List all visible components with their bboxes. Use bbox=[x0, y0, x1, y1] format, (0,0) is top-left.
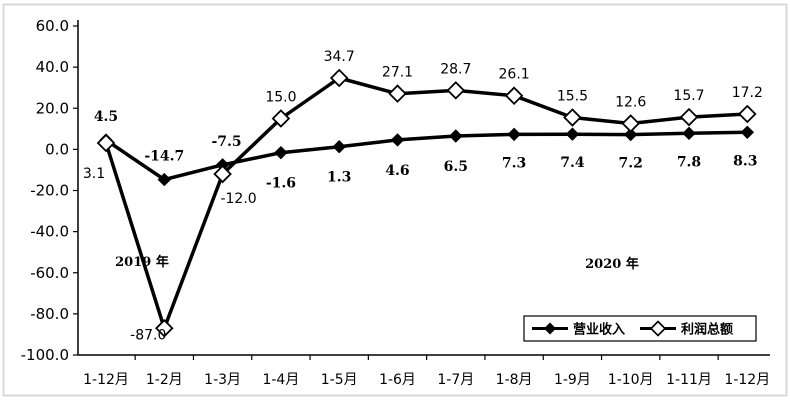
legend-label-profit: 利润总额 bbox=[681, 322, 733, 338]
data-point-revenue bbox=[332, 139, 346, 154]
x-tick-label: 1-5月 bbox=[321, 372, 358, 388]
y-tick-label: -60.0 bbox=[30, 264, 69, 282]
x-tick-label: 1-11月 bbox=[666, 372, 712, 388]
y-tick-label: -20.0 bbox=[30, 182, 69, 200]
data-label-revenue: 7.3 bbox=[502, 155, 526, 171]
data-point-profit bbox=[446, 81, 466, 100]
data-point-profit bbox=[621, 114, 640, 133]
data-label-revenue: -14.7 bbox=[144, 149, 184, 165]
axes: 60.0 40.0 20.0 0.0 -20.0 -40.0 -60.0 -80.0 -100.… bbox=[21, 17, 771, 388]
legend-marker-profit bbox=[649, 320, 667, 337]
data-label-revenue: 6.5 bbox=[444, 159, 468, 175]
data-label-revenue: 4.6 bbox=[385, 163, 409, 179]
x-tick-label: 1-12月 bbox=[724, 372, 770, 388]
data-point-revenue bbox=[274, 145, 288, 160]
series-lines bbox=[104, 76, 748, 331]
series-markers bbox=[96, 68, 757, 338]
data-point-profit bbox=[738, 104, 757, 124]
data-point-revenue bbox=[390, 133, 405, 147]
chart-frame bbox=[2, 3, 788, 397]
data-point-profit bbox=[329, 68, 349, 88]
series-line-revenue bbox=[105, 130, 748, 182]
data-label-profit: 34.7 bbox=[324, 49, 355, 65]
x-tick-label: 1-6月 bbox=[379, 372, 416, 388]
data-point-profit bbox=[563, 108, 582, 127]
data-point-profit bbox=[271, 109, 291, 128]
x-tick-label: 1-2月 bbox=[146, 372, 183, 388]
legend-label-revenue: 营业收入 bbox=[573, 322, 625, 338]
y-tick-label: 40.0 bbox=[36, 58, 69, 76]
year-annotation-2019: 2019 年 bbox=[115, 254, 169, 270]
y-tick-label: -40.0 bbox=[30, 223, 69, 241]
data-label-profit: 15.5 bbox=[557, 89, 588, 105]
data-label-profit: 17.2 bbox=[732, 85, 763, 101]
y-tick-label: 20.0 bbox=[36, 99, 69, 117]
x-tick-label: 1-12月 bbox=[83, 372, 129, 388]
x-tick-label: 1-8月 bbox=[496, 372, 533, 388]
data-label-revenue: 8.3 bbox=[733, 153, 757, 169]
data-point-profit bbox=[679, 107, 699, 127]
data-label-profit: 15.0 bbox=[265, 90, 296, 106]
data-point-profit bbox=[388, 84, 407, 103]
x-tick-label: 1-3月 bbox=[204, 372, 241, 388]
data-label-profit: -12.0 bbox=[220, 191, 256, 207]
data-label-profit: 3.1 bbox=[83, 166, 105, 182]
data-label-revenue: -1.6 bbox=[266, 176, 296, 192]
data-point-revenue bbox=[740, 125, 755, 140]
data-point-profit bbox=[155, 318, 174, 338]
data-point-revenue bbox=[565, 127, 580, 141]
y-tick-label: 60.0 bbox=[36, 17, 69, 35]
data-label-profit: 15.7 bbox=[673, 88, 704, 104]
x-tick-label: 1-7月 bbox=[437, 372, 474, 388]
legend: 营业收入 利润总额 bbox=[523, 315, 757, 342]
data-point-revenue bbox=[623, 127, 638, 142]
data-point-profit bbox=[96, 133, 116, 153]
data-label-profit: 26.1 bbox=[499, 67, 530, 83]
data-label-revenue: 7.4 bbox=[560, 155, 585, 171]
data-point-revenue bbox=[449, 129, 463, 143]
x-tick-label: 1-9月 bbox=[554, 372, 591, 388]
data-point-profit bbox=[213, 164, 232, 184]
data-label-revenue: -7.5 bbox=[212, 134, 242, 150]
data-label-profit: 12.6 bbox=[615, 94, 646, 110]
x-tick-label: 1-10月 bbox=[608, 372, 654, 388]
year-annotation-2020: 2020 年 bbox=[585, 256, 639, 272]
x-tick-label: 1-4月 bbox=[262, 372, 299, 388]
y-tick-label: 0.0 bbox=[45, 140, 69, 158]
y-tick-label: -80.0 bbox=[30, 305, 69, 323]
data-label-revenue: 7.8 bbox=[677, 154, 701, 170]
y-tick-label: -100.0 bbox=[21, 346, 69, 364]
data-label-revenue: 1.3 bbox=[327, 170, 351, 186]
data-point-revenue bbox=[682, 126, 696, 141]
data-label-profit: 27.1 bbox=[382, 65, 413, 81]
data-label-revenue: 7.2 bbox=[619, 156, 643, 172]
data-label-revenue: 4.5 bbox=[94, 109, 118, 125]
annotations: 2019 年 2020 年 bbox=[115, 254, 639, 272]
series-line-profit bbox=[104, 76, 748, 331]
data-point-revenue bbox=[507, 127, 521, 142]
data-label-profit: -87.0 bbox=[130, 327, 166, 343]
data-point-revenue bbox=[157, 172, 172, 187]
legend-marker-revenue bbox=[544, 322, 556, 335]
data-label-profit: 28.7 bbox=[440, 61, 471, 77]
data-labels: 4.5 -14.7 -7.5 -1.6 1.3 4.6 6.5 7.3 7.4 7.2 7.8 8.3… bbox=[83, 49, 763, 343]
data-point-profit bbox=[504, 86, 524, 105]
